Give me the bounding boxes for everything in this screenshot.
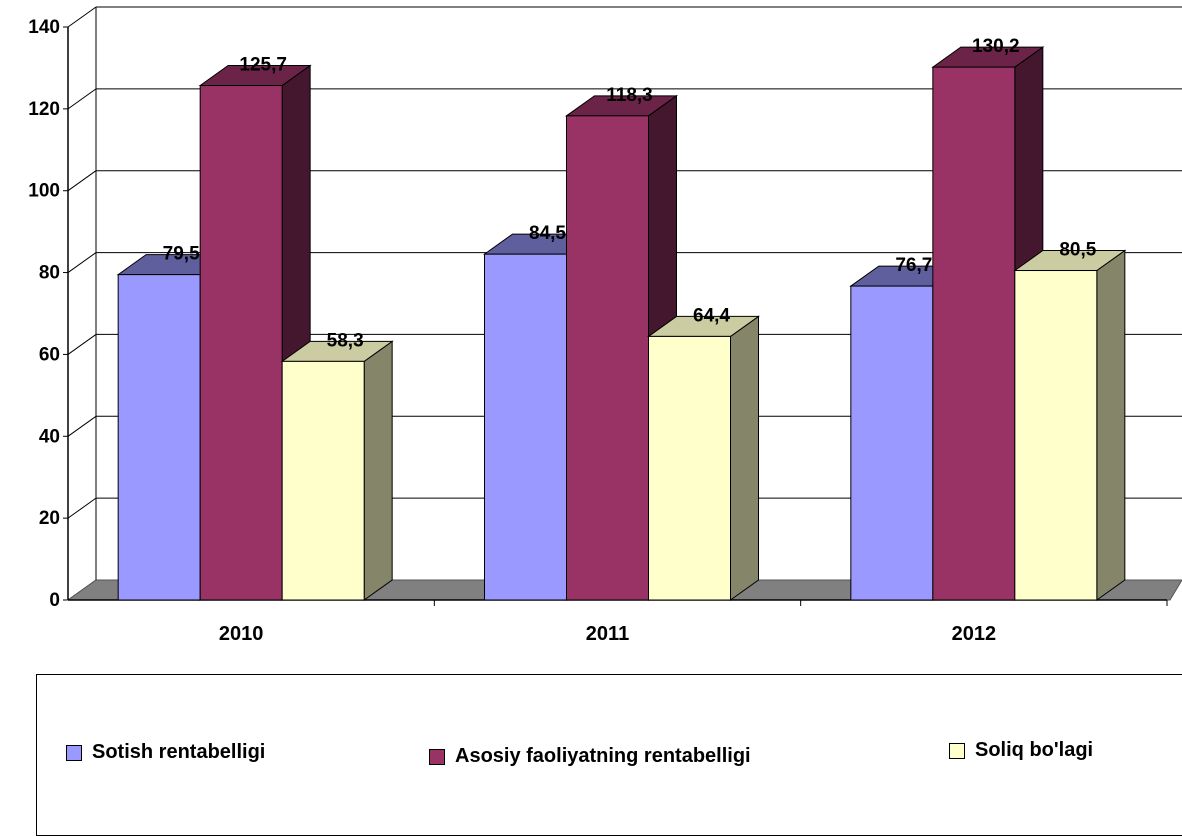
bar (484, 253, 567, 601)
legend-label-soliq: Soliq bo'lagi (975, 739, 1094, 761)
bar-side (363, 340, 393, 601)
data-label: 64,4 (693, 305, 730, 326)
bar (648, 335, 731, 601)
gridline-side (67, 497, 97, 519)
data-label: 84,5 (529, 223, 566, 244)
x-tick-label: 2010 (219, 623, 264, 645)
y-tick-label: 60 (39, 344, 60, 365)
legend-swatch-asosiy (429, 748, 445, 765)
gridline-side (67, 6, 97, 28)
data-labels: 79,5 125,7 58,3 84,5 118,3 64,4 76,7 130,2 80,5 (163, 36, 1097, 351)
y-tick-label: 120 (28, 99, 60, 120)
bar-chart: 0 20 40 60 80 100 120 140 2010 2011 2012 79,5 125,7… (28, 6, 1182, 645)
y-tick-label: 20 (39, 508, 60, 529)
gridline-side (67, 252, 97, 273)
y-tick-label: 0 (49, 590, 60, 611)
bar (932, 66, 1016, 601)
legend: Sotish rentabelligi Asosiy faoliyatning … (36, 674, 1182, 836)
legend-label-asosiy: Asosiy faoliyatning rentabelligi (455, 745, 751, 767)
data-label: 130,2 (972, 36, 1020, 57)
y-tick-label: 80 (39, 263, 60, 284)
legend-item-asosiy: Asosiy faoliyatning rentabelligi (429, 745, 751, 768)
bar (117, 274, 201, 601)
data-label: 80,5 (1059, 240, 1096, 261)
gridline-side (67, 415, 97, 437)
bar (281, 360, 365, 601)
bar (1014, 270, 1098, 601)
bars (116, 46, 1127, 601)
gridline-side (67, 334, 97, 355)
y-tick-label: 100 (28, 181, 60, 202)
x-tick-label: 2011 (586, 623, 629, 645)
legend-item-soliq: Soliq bo'lagi (949, 739, 1093, 762)
data-label: 125,7 (239, 55, 287, 76)
bar (566, 115, 649, 601)
legend-item-sotish: Sotish rentabelligi (66, 741, 265, 764)
bar-side (730, 315, 759, 601)
data-label: 79,5 (163, 244, 200, 265)
bar (850, 285, 934, 601)
data-label: 118,3 (606, 85, 653, 106)
data-label: 76,7 (895, 255, 932, 276)
gridline-side (67, 170, 97, 192)
data-label: 58,3 (327, 330, 364, 351)
y-tick-label: 140 (28, 17, 60, 38)
legend-swatch-sotish (66, 744, 82, 761)
legend-swatch-soliq (949, 742, 965, 759)
bar (199, 85, 283, 601)
bar-side (1096, 249, 1126, 601)
legend-label-sotish: Sotish rentabelligi (92, 741, 266, 763)
x-tick-label: 2012 (952, 623, 997, 645)
y-tick-label: 40 (39, 426, 60, 447)
gridline-side (67, 88, 97, 110)
